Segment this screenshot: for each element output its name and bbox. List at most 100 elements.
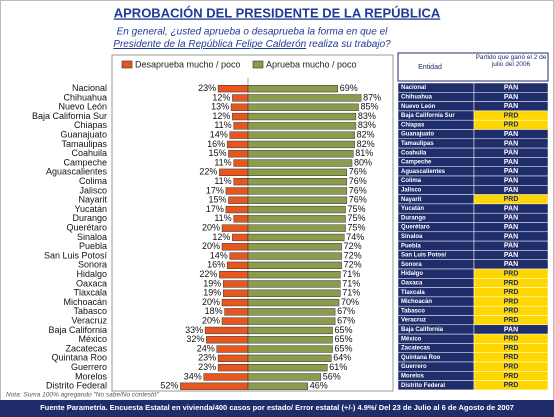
- table-party: PAN: [504, 159, 518, 166]
- bar: [230, 103, 249, 111]
- value-label: 22%: [199, 167, 217, 177]
- value-label: 76%: [349, 176, 367, 186]
- table-header: [397, 52, 549, 82]
- value-label: 69%: [340, 83, 358, 93]
- value-label: 70%: [341, 297, 359, 307]
- bar: [247, 326, 333, 335]
- category-label: Veracruz: [71, 316, 107, 326]
- bar: [221, 317, 249, 325]
- category-label: Oaxaca: [76, 278, 107, 288]
- table-state: Aguascalientes: [401, 169, 446, 175]
- value-label: 11%: [214, 157, 231, 167]
- value-label: 76%: [349, 167, 367, 177]
- table-state: Tlaxcala: [401, 290, 425, 296]
- table-state: Sinaloa: [401, 234, 423, 240]
- value-label: 17%: [206, 204, 224, 214]
- bar: [247, 168, 348, 176]
- value-label: 11%: [214, 120, 231, 130]
- bar: [229, 131, 249, 139]
- bar: [226, 261, 249, 270]
- table-state: México: [401, 336, 422, 342]
- table-party: PRD: [504, 280, 519, 287]
- value-label: 56%: [323, 371, 341, 381]
- value-label: 14%: [210, 130, 228, 140]
- value-label: 85%: [361, 102, 379, 112]
- value-label: 12%: [212, 92, 230, 102]
- legend-label: Aprueba mucho / poco: [266, 59, 357, 69]
- table-state: Hidalgo: [401, 271, 423, 277]
- category-label: Colima: [79, 176, 107, 186]
- bar: [232, 94, 249, 102]
- value-label: 71%: [342, 269, 360, 279]
- category-label: Chiapas: [74, 120, 108, 130]
- category-label: México: [78, 334, 107, 344]
- value-label: 22%: [199, 269, 217, 279]
- table-state: Yucatán: [401, 206, 424, 212]
- bar: [247, 271, 341, 279]
- bar: [233, 178, 249, 186]
- bar: [221, 243, 249, 251]
- table-state: Veracruz: [401, 318, 426, 324]
- value-label: 81%: [355, 148, 373, 158]
- table-state: Baja California: [401, 327, 444, 333]
- category-label: Sonora: [78, 260, 107, 270]
- bar: [247, 94, 362, 102]
- category-label: Michoacán: [63, 297, 107, 307]
- category-label: Yucatán: [74, 204, 107, 214]
- value-label: 24%: [197, 343, 215, 353]
- table-state: Tamaulipas: [401, 141, 434, 147]
- category-label: Puebla: [79, 241, 107, 251]
- footer-bar: [0, 400, 554, 417]
- bar: [247, 159, 353, 167]
- value-label: 13%: [211, 102, 229, 112]
- bar: [247, 364, 328, 372]
- bar: [247, 345, 333, 353]
- value-label: 18%: [205, 306, 223, 316]
- category-label: Chihuahua: [63, 92, 107, 102]
- bar: [247, 187, 348, 195]
- bar: [247, 308, 336, 316]
- table-party: PAN: [504, 252, 518, 259]
- value-label: 16%: [207, 260, 225, 270]
- table-party: PAN: [504, 326, 518, 333]
- bar: [228, 196, 249, 204]
- category-label: Guerrero: [71, 362, 107, 372]
- table-party: PRD: [504, 373, 519, 380]
- table-state: Nacional: [401, 85, 426, 91]
- bar: [247, 382, 309, 390]
- value-label: 72%: [344, 260, 362, 270]
- bar: [247, 112, 357, 121]
- category-label: Durango: [72, 213, 107, 223]
- table-state: Baja California Sur: [401, 113, 455, 119]
- table-state: Puebla: [401, 243, 421, 249]
- table-party: PAN: [504, 150, 518, 157]
- bar: [247, 150, 354, 158]
- category-label: Guanajuato: [60, 130, 107, 140]
- table-party: PRD: [504, 336, 519, 343]
- value-label: 65%: [335, 334, 353, 344]
- value-label: 52%: [160, 381, 178, 391]
- table-state: Jalisco: [401, 188, 422, 194]
- value-label: 20%: [202, 316, 220, 326]
- table-state: Nayarit: [401, 197, 421, 203]
- table-party: PRD: [504, 196, 519, 203]
- bar: [221, 224, 249, 232]
- table-party: PAN: [504, 140, 518, 147]
- bar: [247, 224, 346, 232]
- value-label: 80%: [354, 157, 372, 167]
- bar: [225, 187, 249, 195]
- table-header-wrap: Partido que ganó el 2 de julio del 2006: [476, 54, 547, 68]
- value-label: 32%: [186, 334, 204, 344]
- category-label: Distrito Federal: [46, 381, 107, 391]
- bar: [247, 336, 333, 344]
- legend-swatch: [121, 60, 133, 69]
- category-label: Tabasco: [73, 306, 107, 316]
- bar: [233, 159, 249, 167]
- bar: [217, 85, 249, 93]
- bar: [247, 196, 348, 204]
- bar: [228, 150, 249, 158]
- bar: [221, 298, 249, 307]
- bar: [229, 252, 249, 260]
- category-label: Zacatecas: [65, 343, 107, 353]
